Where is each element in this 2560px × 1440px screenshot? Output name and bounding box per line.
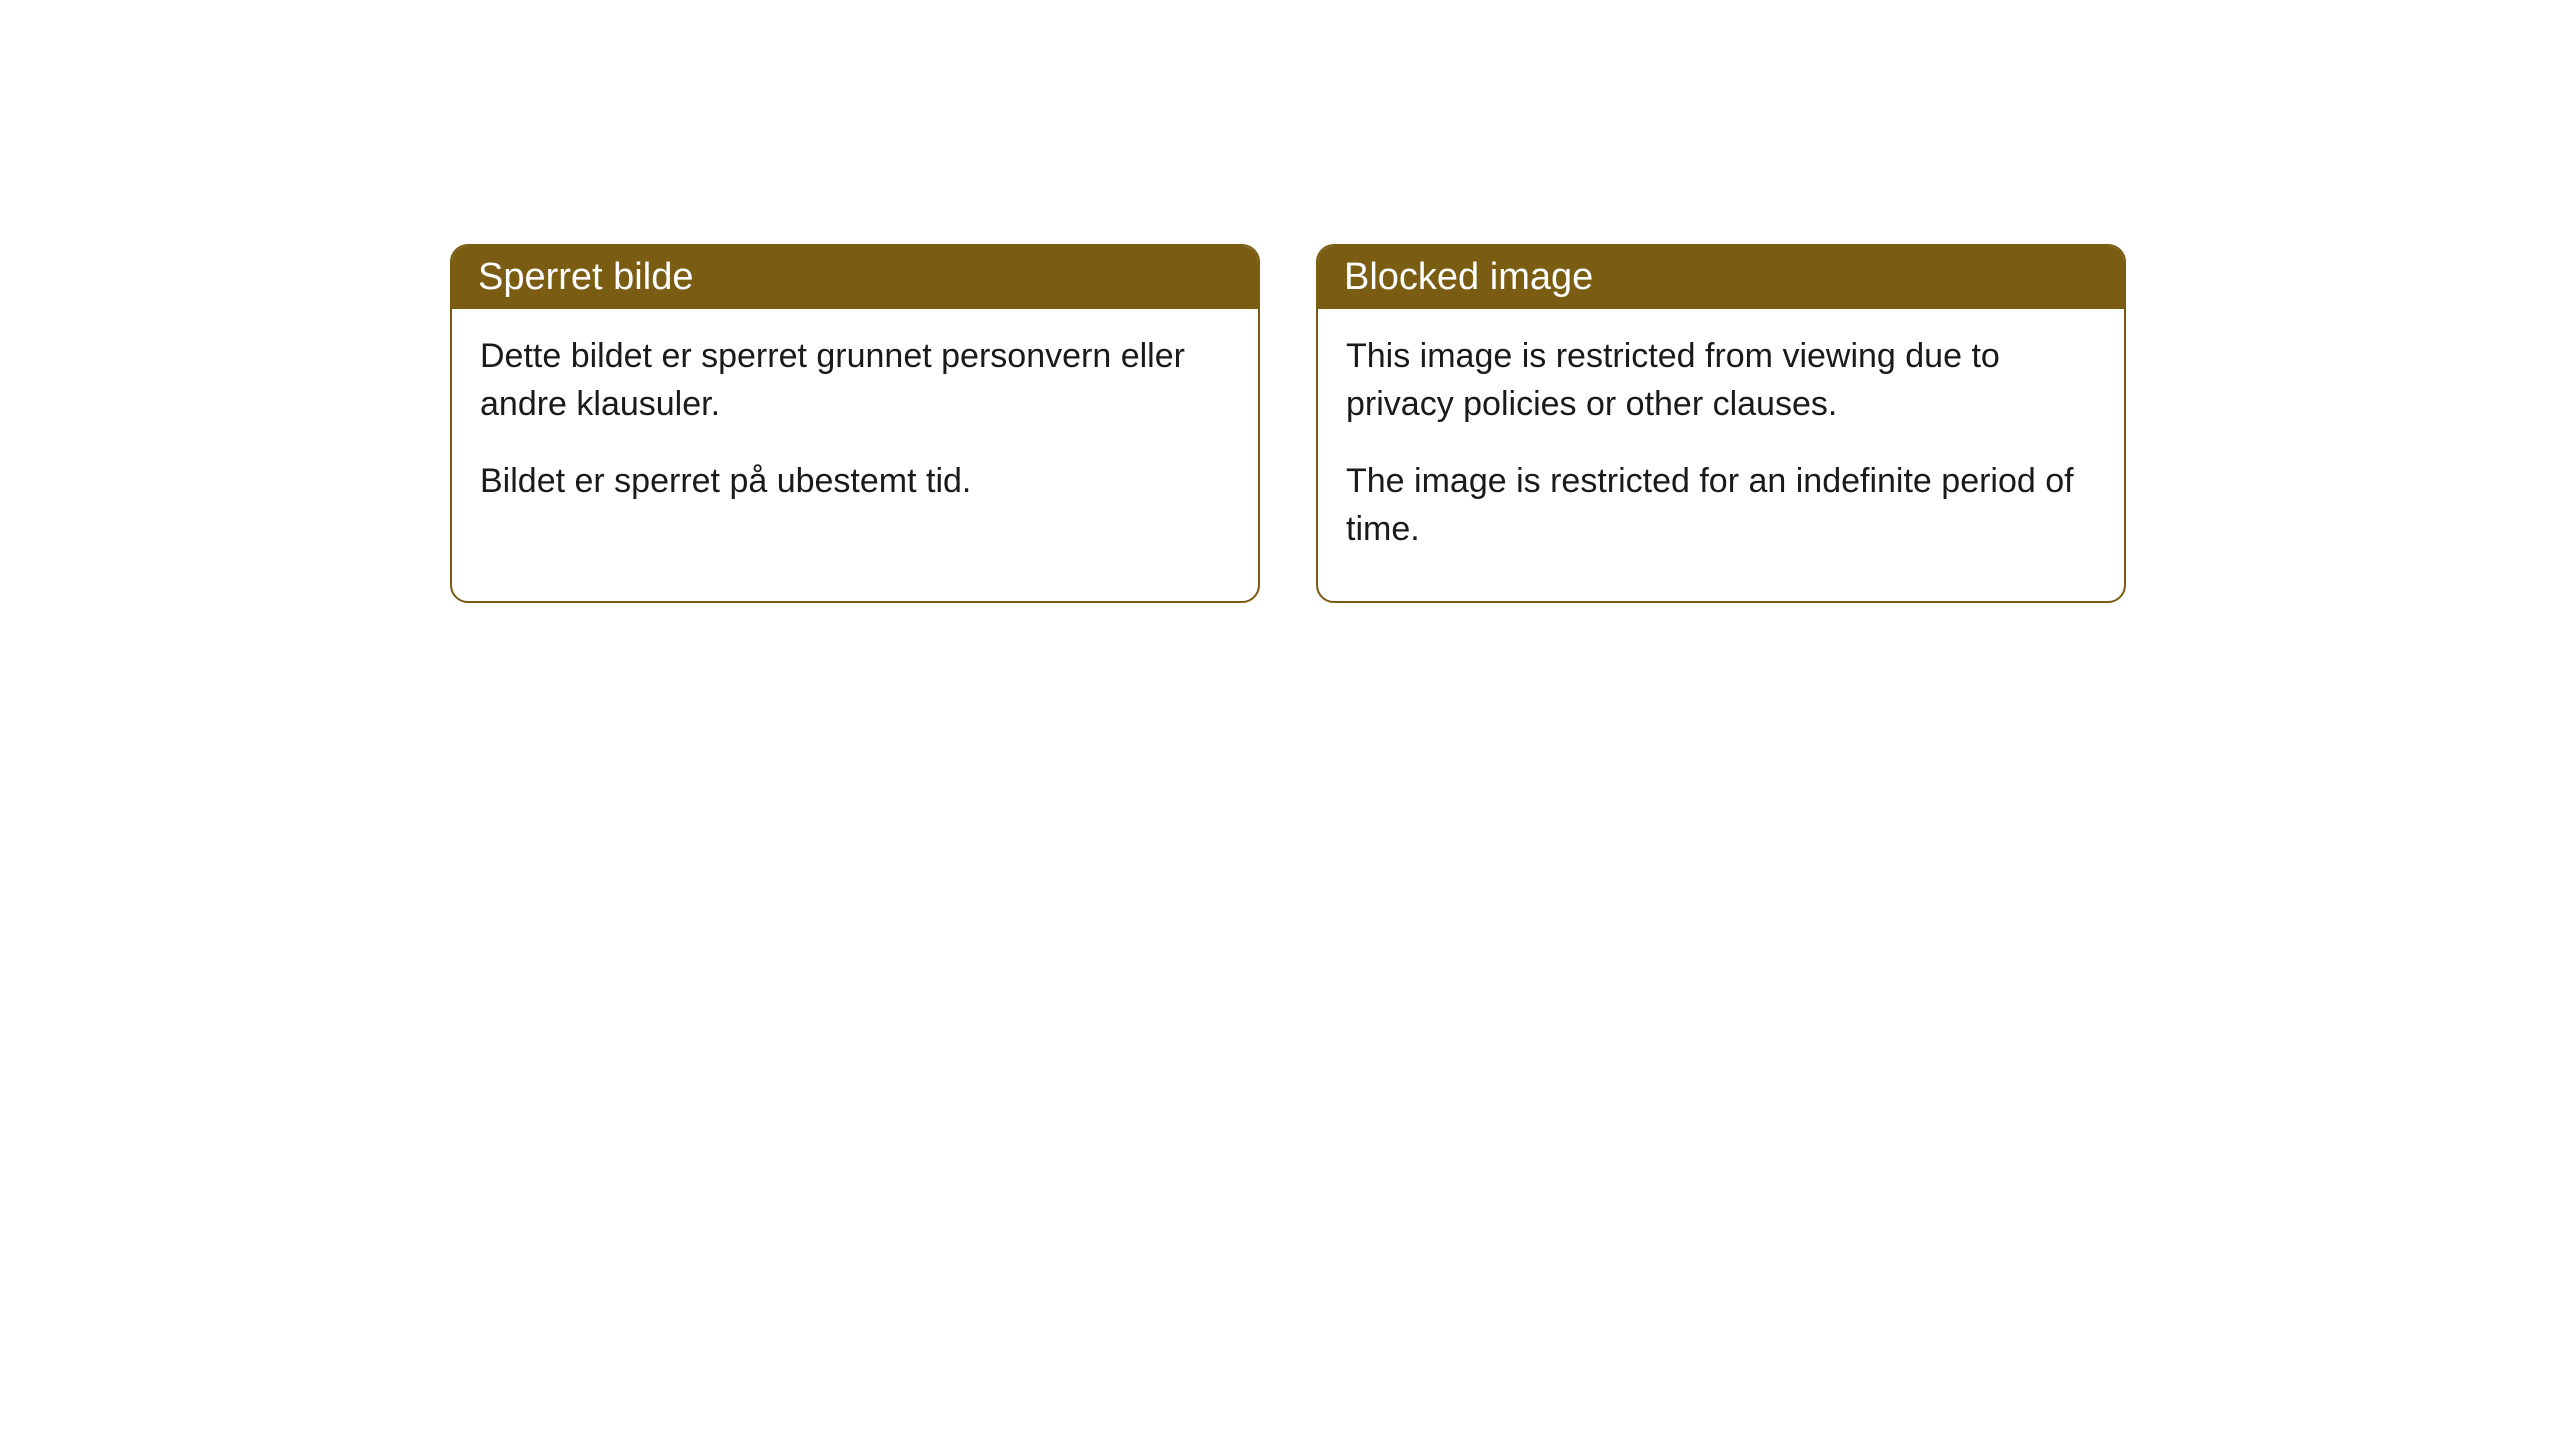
card-header-no: Sperret bilde <box>452 246 1258 309</box>
card-paragraph-2-no: Bildet er sperret på ubestemt tid. <box>480 458 1230 506</box>
notice-cards-container: Sperret bilde Dette bildet er sperret gr… <box>450 244 2126 603</box>
card-header-en: Blocked image <box>1318 246 2124 309</box>
card-paragraph-1-no: Dette bildet er sperret grunnet personve… <box>480 333 1230 428</box>
card-body-en: This image is restricted from viewing du… <box>1318 309 2124 601</box>
card-body-no: Dette bildet er sperret grunnet personve… <box>452 309 1258 554</box>
card-paragraph-1-en: This image is restricted from viewing du… <box>1346 333 2096 428</box>
blocked-image-card-en: Blocked image This image is restricted f… <box>1316 244 2126 603</box>
card-paragraph-2-en: The image is restricted for an indefinit… <box>1346 458 2096 553</box>
blocked-image-card-no: Sperret bilde Dette bildet er sperret gr… <box>450 244 1260 603</box>
